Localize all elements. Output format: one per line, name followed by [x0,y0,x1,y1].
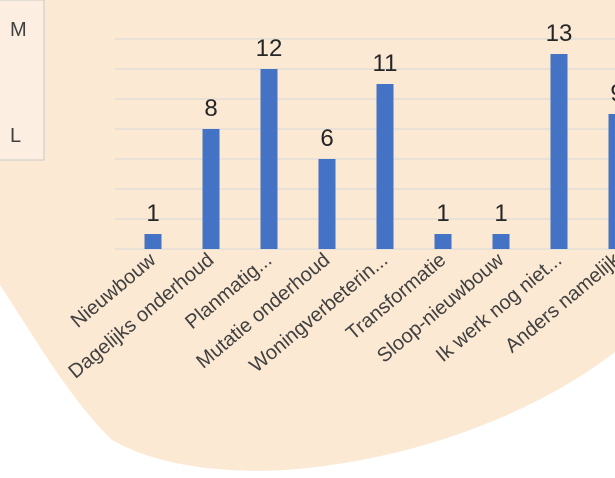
data-label-2: 12 [256,35,283,62]
data-label-8: 9 [610,80,615,107]
bar-5 [434,234,452,249]
data-label-0: 1 [146,200,159,227]
data-label-1: 8 [204,95,217,122]
bar-6 [492,234,510,249]
bar-7 [550,54,568,249]
data-labels: 181261111139 [146,20,615,227]
panel-letter-top: M [10,19,27,41]
panel-letter-bottom: L [10,125,21,147]
data-label-3: 6 [320,125,333,152]
bar-series [144,54,615,249]
data-label-5: 1 [436,200,449,227]
bar-3 [318,159,336,249]
bar-0 [144,234,162,249]
data-label-4: 11 [373,50,398,77]
data-label-7: 13 [546,20,573,47]
bar-8 [608,114,615,249]
bar-2 [260,69,278,249]
data-label-6: 1 [494,200,507,227]
left-panel [0,0,45,161]
bar-4 [376,84,394,249]
gridlines [115,38,615,250]
bar-1 [202,129,220,249]
